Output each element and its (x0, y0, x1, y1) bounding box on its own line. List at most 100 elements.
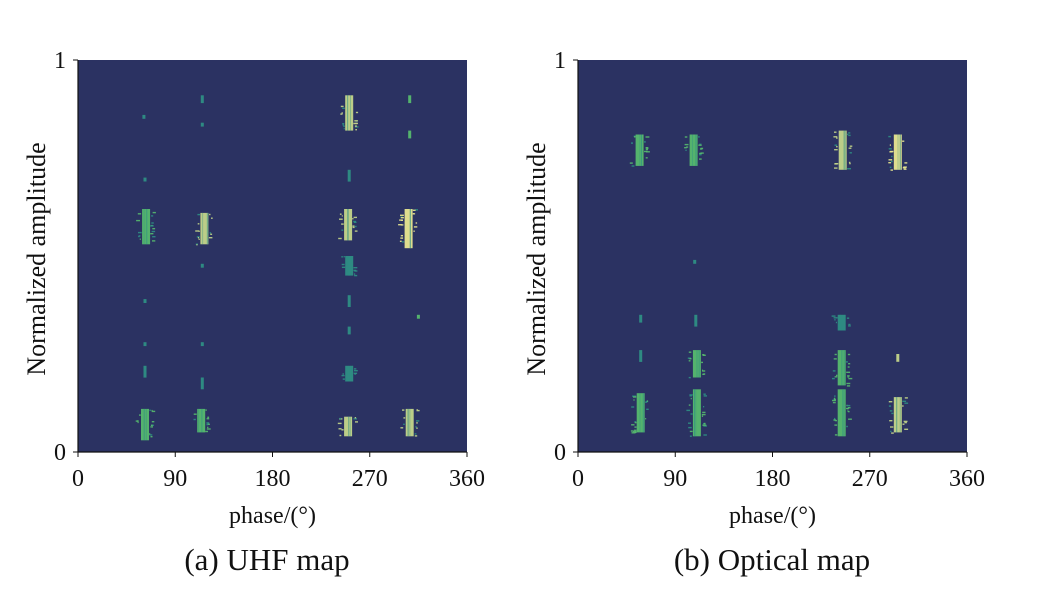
uhf-cluster-speckle (414, 435, 418, 437)
optical-cluster-speckle (904, 162, 908, 164)
optical-cluster (888, 134, 908, 171)
uhf-cluster-speckle (193, 413, 197, 415)
optical-cluster-speckle (630, 430, 634, 432)
optical-cluster-streak (841, 350, 842, 386)
optical-cluster-speckle (634, 421, 637, 423)
optical-cluster-streak (844, 130, 846, 170)
uhf-cluster-speckle (401, 241, 405, 243)
optical-cluster-core (896, 354, 900, 362)
uhf-cluster-speckle (342, 123, 345, 125)
uhf-cluster (143, 342, 147, 347)
uhf-cluster-speckle (340, 105, 344, 108)
optical-cluster-streak (900, 134, 901, 170)
optical-cluster-speckle (848, 377, 853, 380)
uhf-cluster-speckle (353, 220, 356, 223)
optical-cluster (896, 354, 900, 362)
uhf-cluster-speckle (398, 224, 402, 226)
optical-cluster-streak (639, 393, 641, 433)
uhf-cluster-speckle (151, 222, 154, 224)
uhf-map-caption: (a) UHF map (184, 542, 350, 577)
uhf-cluster (341, 256, 358, 277)
optical-cluster-speckle (904, 397, 908, 399)
optical-cluster-speckle (633, 396, 637, 398)
optical-map-panel: 0 90 180 270 360 0 1 phase/(°) Normalized amplit… (500, 0, 1000, 545)
uhf-cluster-core (347, 295, 351, 307)
optical-cluster-speckle (847, 407, 849, 410)
uhf-cluster-speckle (205, 430, 208, 433)
uhf-x-tick-label: 360 (449, 466, 485, 492)
uhf-cluster-speckle (353, 418, 357, 420)
optical-cluster-speckle (834, 395, 836, 397)
optical-cluster-speckle (684, 143, 689, 146)
uhf-cluster-core (142, 114, 146, 119)
uhf-cluster-speckle (400, 427, 404, 429)
optical-cluster-speckle (847, 168, 851, 170)
uhf-cluster-speckle (399, 219, 403, 221)
optical-cluster-streak (842, 389, 843, 437)
optical-cluster (831, 314, 851, 331)
optical-map-chart: 0 90 180 270 360 0 1 phase/(°) Normalized amplit… (522, 48, 985, 529)
optical-cluster-core (837, 350, 846, 386)
uhf-cluster-core (143, 342, 147, 347)
optical-cluster (630, 393, 649, 434)
uhf-cluster (200, 263, 204, 268)
optical-cluster-speckle (889, 420, 893, 422)
uhf-cluster-streak (407, 408, 409, 437)
optical-cluster (629, 134, 650, 167)
optical-cluster-speckle (891, 412, 894, 415)
optical-map-caption: (b) Optical map (673, 542, 871, 577)
optical-cluster-speckle (645, 148, 648, 151)
uhf-cluster-speckle (415, 222, 418, 224)
uhf-cluster-speckle (416, 427, 418, 429)
uhf-cluster-speckle (139, 414, 141, 416)
uhf-cluster (400, 408, 420, 437)
optical-cluster-speckle (890, 426, 894, 428)
optical-cluster-speckle (834, 167, 838, 169)
uhf-cluster-speckle (403, 417, 406, 419)
uhf-x-tick-label: 90 (163, 466, 187, 492)
optical-cluster-speckle (846, 133, 849, 136)
optical-cluster-speckle (835, 321, 837, 324)
optical-cluster-speckle (702, 424, 707, 426)
optical-cluster-core (694, 314, 698, 327)
uhf-cluster-speckle (193, 418, 196, 421)
uhf-cluster-streak (350, 365, 352, 382)
uhf-cluster-speckle (341, 215, 343, 217)
uhf-cluster-speckle (354, 417, 357, 419)
optical-cluster-speckle (836, 374, 838, 377)
uhf-cluster-speckle (402, 409, 405, 411)
optical-cluster-streak (695, 389, 697, 437)
uhf-cluster-speckle (413, 213, 416, 215)
optical-cluster-speckle (702, 370, 706, 372)
uhf-cluster-speckle (210, 233, 213, 235)
uhf-cluster-core (345, 256, 354, 276)
optical-cluster-speckle (849, 162, 851, 165)
uhf-cluster-streak (144, 408, 146, 441)
uhf-cluster (142, 114, 146, 119)
uhf-cluster-core (200, 377, 204, 390)
uhf-cluster-speckle (400, 235, 403, 237)
optical-cluster (694, 314, 698, 327)
optical-cluster-speckle (890, 169, 893, 171)
optical-cluster-speckle (688, 404, 691, 406)
uhf-cluster-speckle (137, 421, 139, 424)
optical-cluster-streak (643, 393, 645, 433)
optical-cluster-speckle (689, 394, 693, 396)
optical-cluster-speckle (645, 418, 647, 420)
optical-cluster-speckle (645, 136, 650, 138)
uhf-cluster-speckle (150, 436, 153, 438)
optical-plot-background (578, 60, 967, 452)
optical-cluster-speckle (847, 353, 851, 356)
uhf-cluster-core (200, 342, 204, 347)
uhf-cluster (408, 130, 412, 139)
optical-cluster-speckle (834, 376, 838, 378)
uhf-cluster (135, 408, 156, 441)
optical-cluster-speckle (686, 146, 689, 148)
optical-cluster-speckle (646, 408, 649, 410)
uhf-cluster-speckle (352, 225, 355, 227)
uhf-cluster-speckle (151, 230, 156, 233)
uhf-cluster-speckle (413, 230, 415, 232)
optical-cluster-speckle (890, 430, 892, 433)
uhf-cluster-streak (349, 256, 350, 276)
uhf-cluster-core (408, 95, 412, 104)
